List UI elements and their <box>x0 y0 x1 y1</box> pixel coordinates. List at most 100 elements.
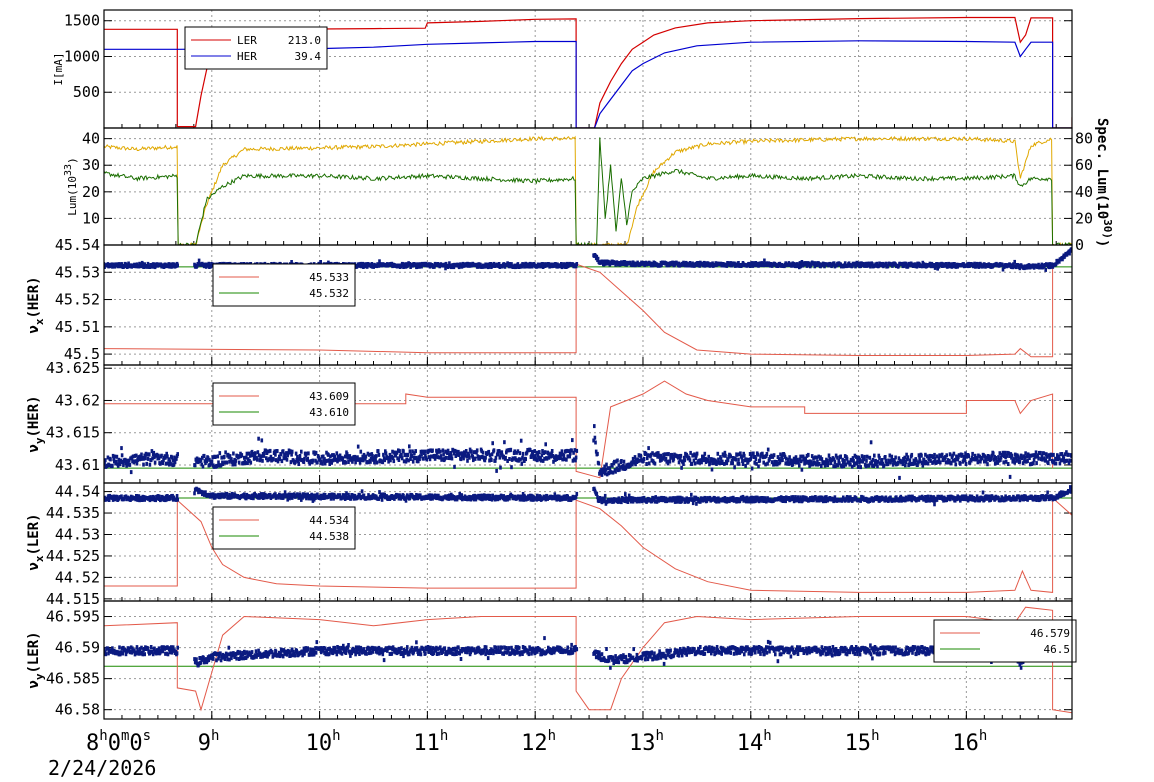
data-point <box>698 263 701 268</box>
data-point <box>444 455 448 460</box>
data-point <box>549 454 553 459</box>
data-point <box>859 264 862 269</box>
data-point <box>1069 485 1072 490</box>
data-point <box>948 452 952 457</box>
data-point <box>931 498 935 503</box>
data-point <box>765 498 769 503</box>
data-point <box>748 452 752 456</box>
data-point <box>234 462 237 467</box>
data-point <box>856 464 860 469</box>
data-point <box>626 500 630 504</box>
data-point <box>609 470 613 475</box>
data-point <box>867 463 871 468</box>
data-point <box>343 459 346 464</box>
data-point <box>424 453 427 458</box>
data-point <box>165 451 168 456</box>
data-point <box>418 264 421 269</box>
data-point <box>775 460 778 464</box>
data-point <box>358 460 362 465</box>
data-point <box>265 456 268 461</box>
data-point <box>661 498 665 503</box>
data-point <box>175 456 178 461</box>
data-point <box>543 450 547 455</box>
data-point <box>541 458 545 463</box>
data-point <box>945 453 948 458</box>
data-point <box>744 463 747 468</box>
data-point <box>1036 453 1040 458</box>
series-set-tune <box>104 606 1072 714</box>
data-point <box>199 457 203 462</box>
data-point <box>897 456 901 461</box>
data-point <box>414 449 417 454</box>
data-point <box>620 459 623 463</box>
data-point <box>157 456 161 461</box>
data-point <box>1027 453 1031 458</box>
data-point <box>509 447 513 452</box>
data-point <box>427 448 430 453</box>
data-point <box>378 259 381 264</box>
data-point <box>682 455 686 460</box>
data-point <box>726 458 730 463</box>
data-point <box>538 450 541 455</box>
data-point <box>869 440 873 445</box>
data-point <box>937 459 940 464</box>
data-point <box>420 452 423 457</box>
data-point <box>803 461 806 466</box>
data-point <box>231 462 234 467</box>
data-point <box>234 458 238 463</box>
data-point <box>950 461 953 466</box>
data-point <box>446 448 450 453</box>
data-point <box>500 450 504 455</box>
data-point <box>204 490 207 495</box>
data-point <box>988 454 991 459</box>
data-point <box>565 457 568 462</box>
data-point <box>359 449 363 454</box>
data-point <box>967 454 970 459</box>
data-point <box>319 260 322 264</box>
data-point <box>343 497 347 501</box>
data-point <box>871 463 874 468</box>
data-point <box>599 470 602 475</box>
plot-area-nuy_ler <box>104 606 1072 714</box>
data-point <box>221 462 225 466</box>
data-point <box>831 456 835 461</box>
data-point <box>814 462 818 467</box>
data-point <box>810 498 813 503</box>
data-point <box>168 459 172 464</box>
data-point <box>707 454 710 459</box>
data-point <box>647 461 651 466</box>
data-point <box>411 449 414 454</box>
data-point <box>600 467 603 472</box>
data-point <box>809 496 813 500</box>
data-point <box>397 458 401 462</box>
data-point <box>624 466 628 471</box>
data-point <box>417 459 420 464</box>
data-point <box>922 457 926 462</box>
data-point <box>490 458 493 462</box>
data-point <box>1045 452 1048 457</box>
data-point <box>400 452 403 457</box>
data-point <box>984 459 988 464</box>
data-point <box>766 461 769 466</box>
data-point <box>1024 451 1027 456</box>
data-point <box>285 457 289 462</box>
data-point <box>634 462 637 467</box>
data-point <box>753 460 756 465</box>
legend-value: 43.609 <box>309 390 349 403</box>
plot-area-lumi <box>104 135 1072 245</box>
y-tick-label: 46.595 <box>46 608 100 626</box>
data-point <box>741 459 744 463</box>
data-point <box>792 499 796 504</box>
data-point <box>1016 454 1020 459</box>
data-point <box>594 449 598 454</box>
data-point <box>754 455 757 459</box>
data-point <box>118 462 122 467</box>
data-point <box>497 449 501 453</box>
plot-area-nux_ler <box>104 485 1072 593</box>
data-point <box>435 450 439 455</box>
data-point <box>452 448 455 453</box>
data-point <box>804 456 807 461</box>
data-point <box>1067 452 1070 457</box>
data-point <box>812 456 815 461</box>
data-point <box>245 455 248 460</box>
